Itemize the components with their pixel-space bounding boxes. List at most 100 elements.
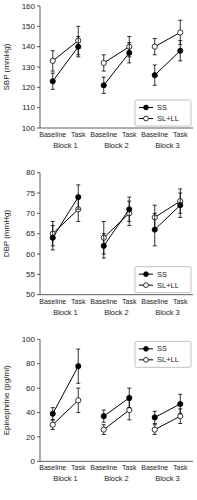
legend-marker: [144, 272, 149, 277]
y-tick-label: 20: [26, 433, 35, 442]
legend-label: SL+LL: [157, 114, 179, 123]
y-tick-label: 60: [26, 384, 35, 393]
x-tick-label: Task: [71, 464, 86, 471]
error-bar: [76, 37, 80, 57]
legend: SSSL+LL: [135, 267, 191, 293]
error-bar: [51, 51, 55, 71]
error-bar-cap: [102, 221, 106, 222]
y-tick: [37, 339, 40, 340]
y-tick-label: 100: [22, 124, 36, 133]
x-tick-label: Baseline: [39, 464, 66, 471]
error-bar: [153, 411, 157, 423]
marker: [50, 235, 55, 240]
error-bar: [51, 73, 55, 89]
error-bar-cap: [76, 221, 80, 222]
x-tick-label: Task: [71, 131, 86, 138]
series-line: [155, 51, 181, 75]
error-bar-cap: [51, 419, 55, 420]
error-bar-cap: [178, 193, 182, 194]
y-tick-label: 130: [22, 63, 36, 72]
y-tick: [37, 363, 40, 364]
error-bar-cap: [153, 434, 157, 435]
error-bar-cap: [102, 77, 106, 78]
marker: [101, 60, 106, 65]
x-tick-label: Baseline: [39, 131, 66, 138]
error-bar-cap: [153, 205, 157, 206]
error-bar-cap: [127, 221, 131, 222]
series-line: [53, 366, 79, 414]
series-line: [53, 209, 79, 233]
error-bar-cap: [102, 424, 106, 425]
error-bar: [102, 425, 106, 435]
y-axis-label: Epinephrine (pg/ml): [2, 365, 11, 435]
error-bar: [102, 77, 106, 93]
series-line: [104, 47, 130, 63]
legend-box: [135, 100, 191, 126]
error-bar-cap: [153, 64, 157, 65]
error-bar-cap: [178, 217, 182, 218]
error-bar-cap: [76, 56, 80, 57]
error-bar: [153, 39, 157, 55]
marker: [50, 58, 55, 63]
error-bar: [76, 388, 80, 412]
y-tick-label: 0: [31, 457, 36, 466]
legend: SSSL+LL: [135, 100, 191, 126]
x-tick-label: Baseline: [90, 464, 117, 471]
error-bar-cap: [51, 89, 55, 90]
error-bar-cap: [102, 422, 106, 423]
marker: [50, 411, 55, 416]
y-tick-label: 110: [22, 103, 35, 112]
error-bar: [178, 394, 182, 414]
error-bar-cap: [153, 411, 157, 412]
panel: 100110120130140150160SBP (mmHg)BaselineT…: [2, 2, 193, 150]
error-bar-cap: [102, 233, 106, 234]
y-tick-label: 80: [26, 359, 35, 368]
x-tick-label: Task: [173, 298, 188, 305]
error-bar-cap: [51, 419, 55, 420]
marker: [152, 227, 157, 232]
marker: [76, 44, 81, 49]
x-axis: [40, 294, 193, 295]
y-tick-label: 150: [22, 22, 36, 31]
y-tick-label: 75: [26, 189, 35, 198]
error-bar: [51, 420, 55, 430]
y-tick-label: 55: [26, 270, 35, 279]
marker: [178, 414, 183, 419]
block-label: Block 2: [104, 474, 129, 483]
marker: [152, 427, 157, 432]
block-label: Block 3: [155, 308, 180, 317]
series-line: [53, 47, 79, 82]
panel: 020406080100Epinephrine (pg/ml)BaselineT…: [2, 335, 193, 483]
y-tick: [37, 67, 40, 68]
x-axis: [40, 128, 193, 129]
error-bar: [127, 388, 131, 408]
error-bar-cap: [178, 413, 182, 414]
error-bar: [102, 410, 106, 422]
y-tick: [37, 46, 40, 47]
y-tick-label: 140: [22, 42, 36, 51]
legend-label: SS: [157, 270, 167, 279]
legend-marker: [144, 357, 149, 362]
error-bar-cap: [153, 423, 157, 424]
marker: [152, 44, 157, 49]
block-label: Block 3: [155, 141, 180, 150]
y-tick: [37, 461, 40, 462]
block-label: Block 1: [53, 308, 78, 317]
error-bar-cap: [76, 412, 80, 413]
marker: [101, 83, 106, 88]
series-line: [104, 213, 130, 237]
error-bar: [102, 234, 106, 258]
error-bar-cap: [51, 50, 55, 51]
error-bar-cap: [102, 54, 106, 55]
series-line: [155, 32, 181, 46]
error-bar-cap: [51, 407, 55, 408]
y-tick-label: 50: [26, 290, 35, 299]
y-axis-label: DBP (mmHg): [2, 210, 11, 258]
marker: [127, 407, 132, 412]
legend-marker: [144, 283, 149, 288]
y-tick: [37, 254, 40, 255]
error-bar: [102, 55, 106, 71]
legend: SSSL+LL: [135, 341, 191, 367]
legend-marker: [144, 105, 149, 110]
error-bar-cap: [153, 85, 157, 86]
